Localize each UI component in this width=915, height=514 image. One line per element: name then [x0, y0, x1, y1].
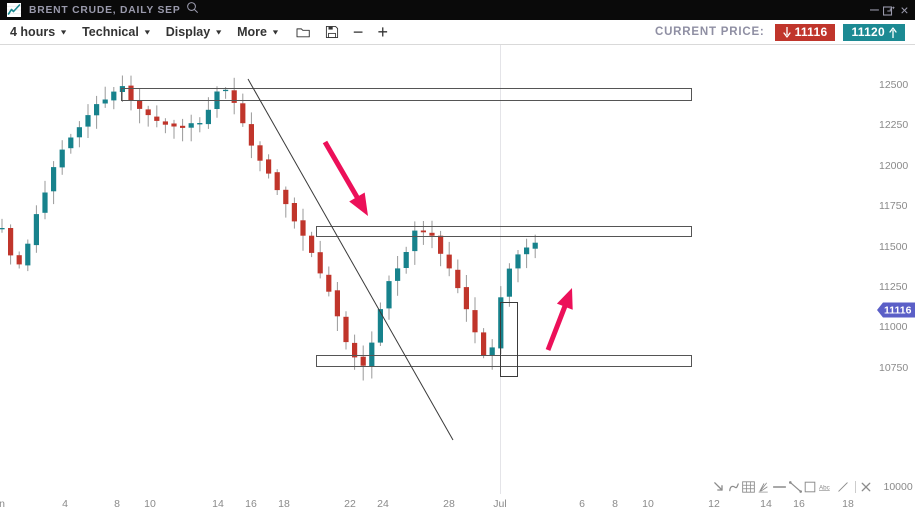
svg-text:Abc: Abc	[819, 484, 830, 491]
